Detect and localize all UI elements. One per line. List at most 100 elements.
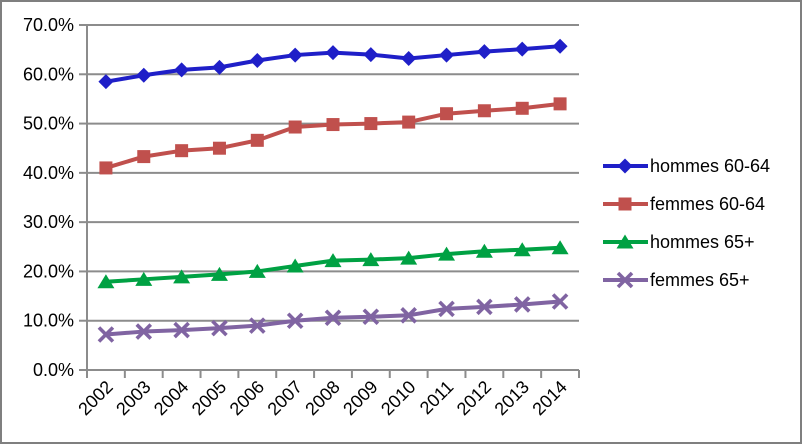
series-line — [105, 101, 561, 170]
x-marker-icon — [211, 319, 228, 337]
x-tick-label: 2008 — [301, 377, 343, 419]
diamond-marker-icon — [363, 47, 379, 63]
legend-item-femmes-60-64: femmes 60-64 — [602, 185, 770, 223]
x-marker-icon — [135, 323, 153, 340]
diamond-marker-icon — [249, 52, 265, 68]
x-marker-icon — [400, 307, 417, 324]
diamond-marker-icon — [98, 74, 114, 90]
x-tick-label: 2013 — [491, 377, 533, 419]
x-tick-label: 2004 — [150, 377, 192, 419]
x-tick-label: 2014 — [528, 377, 570, 419]
x-marker-icon — [362, 308, 380, 326]
x-tick-label: 2003 — [112, 377, 154, 419]
triangle-marker-icon — [362, 252, 380, 267]
triangle-marker-icon — [210, 266, 228, 281]
x-tick-label: 2010 — [377, 377, 419, 419]
legend-item-femmes-65plus: femmes 65+ — [602, 261, 770, 299]
legend-label: hommes 60-64 — [650, 156, 771, 176]
diamond-marker-icon — [287, 47, 303, 63]
x-tick-label: 2007 — [264, 377, 306, 419]
x-marker-icon — [286, 312, 304, 329]
diamond-marker-icon — [136, 67, 152, 83]
square-marker-icon — [477, 104, 491, 118]
x-tick-label: 2002 — [74, 377, 116, 419]
triangle-marker-icon — [438, 246, 456, 261]
x-marker-icon — [476, 298, 493, 316]
triangle-marker-icon — [616, 234, 634, 249]
legend-label: femmes 60-64 — [650, 194, 766, 214]
legend: hommes 60-64 femmes 60-64 hommes 65+ fem… — [602, 147, 770, 299]
legend-label: femmes 65+ — [650, 270, 750, 290]
square-marker-icon — [99, 161, 113, 175]
square-marker-icon — [440, 107, 454, 121]
x-marker-icon — [438, 300, 455, 318]
x-marker-icon — [616, 271, 634, 289]
x-marker-icon — [551, 293, 569, 310]
y-tick-label: 30.0% — [23, 212, 74, 232]
square-marker-icon — [137, 150, 151, 164]
diamond-marker-icon — [617, 158, 633, 174]
triangle-marker-icon — [173, 269, 191, 284]
triangle-marker-icon — [475, 243, 493, 258]
x-marker-icon — [324, 309, 342, 327]
series-femmes-60-64 — [99, 97, 567, 175]
triangle-marker-icon — [248, 263, 266, 278]
legend-item-hommes-60-64: hommes 60-64 — [602, 147, 770, 185]
diamond-marker-icon — [603, 158, 648, 174]
series-hommes-65- — [97, 240, 569, 289]
square-marker-icon — [603, 197, 648, 211]
diamond-marker-icon — [552, 38, 568, 54]
x-tick-label: 2005 — [188, 377, 230, 419]
square-marker-icon — [288, 120, 302, 134]
x-tick-label: 2009 — [339, 377, 381, 419]
diamond-marker-icon — [514, 41, 530, 57]
diamond-marker-icon — [439, 47, 455, 63]
square-marker-icon — [618, 197, 632, 211]
triangle-marker-icon — [513, 242, 531, 257]
y-tick-label: 20.0% — [23, 261, 74, 281]
diamond-marker-icon — [325, 45, 341, 61]
triangle-marker-icon — [135, 271, 153, 286]
series-hommes-60-64 — [98, 38, 568, 90]
triangle-marker-icon — [286, 258, 304, 273]
legend-item-hommes-65plus: hommes 65+ — [602, 223, 770, 261]
series-femmes-65- — [97, 293, 569, 343]
y-tick-label: 60.0% — [23, 64, 74, 84]
x-tick-label: 2006 — [226, 377, 268, 419]
square-marker-icon — [402, 115, 416, 129]
y-tick-label: 0.0% — [33, 360, 74, 380]
legend-label: hommes 65+ — [650, 232, 755, 252]
diamond-marker-icon — [476, 44, 492, 60]
x-tick-label: 2011 — [416, 377, 458, 419]
x-axis-labels: 2002200320042005200620072008200920102011… — [74, 377, 571, 419]
y-tick-label: 40.0% — [23, 163, 74, 183]
square-marker-icon — [553, 97, 567, 111]
y-tick-label: 10.0% — [23, 311, 74, 331]
square-marker-icon — [364, 117, 378, 131]
diamond-marker-icon — [211, 59, 227, 75]
triangle-marker-icon — [603, 234, 648, 249]
x-marker-icon — [603, 271, 648, 289]
square-marker-icon — [212, 141, 226, 155]
square-marker-icon — [326, 118, 340, 132]
triangle-marker-icon — [97, 274, 115, 289]
x-marker-icon — [173, 321, 190, 339]
y-tick-label: 70.0% — [23, 15, 74, 35]
x-tick-label: 2012 — [453, 377, 495, 419]
triangle-marker-icon — [551, 240, 569, 255]
x-marker-icon — [513, 296, 531, 313]
diamond-marker-icon — [174, 62, 190, 78]
square-marker-icon — [515, 101, 529, 115]
triangle-marker-icon — [400, 250, 418, 265]
x-marker-icon — [249, 317, 266, 334]
x-marker-icon — [97, 326, 115, 343]
square-marker-icon — [250, 133, 264, 147]
diamond-marker-icon — [401, 51, 417, 67]
axis-ticks — [79, 24, 580, 378]
square-marker-icon — [175, 144, 189, 158]
y-tick-label: 50.0% — [23, 114, 74, 134]
y-axis-labels: 0.0% 10.0% 20.0% 30.0% 40.0% 50.0% 60.0% 70.0% — [23, 15, 74, 380]
triangle-marker-icon — [324, 253, 342, 268]
